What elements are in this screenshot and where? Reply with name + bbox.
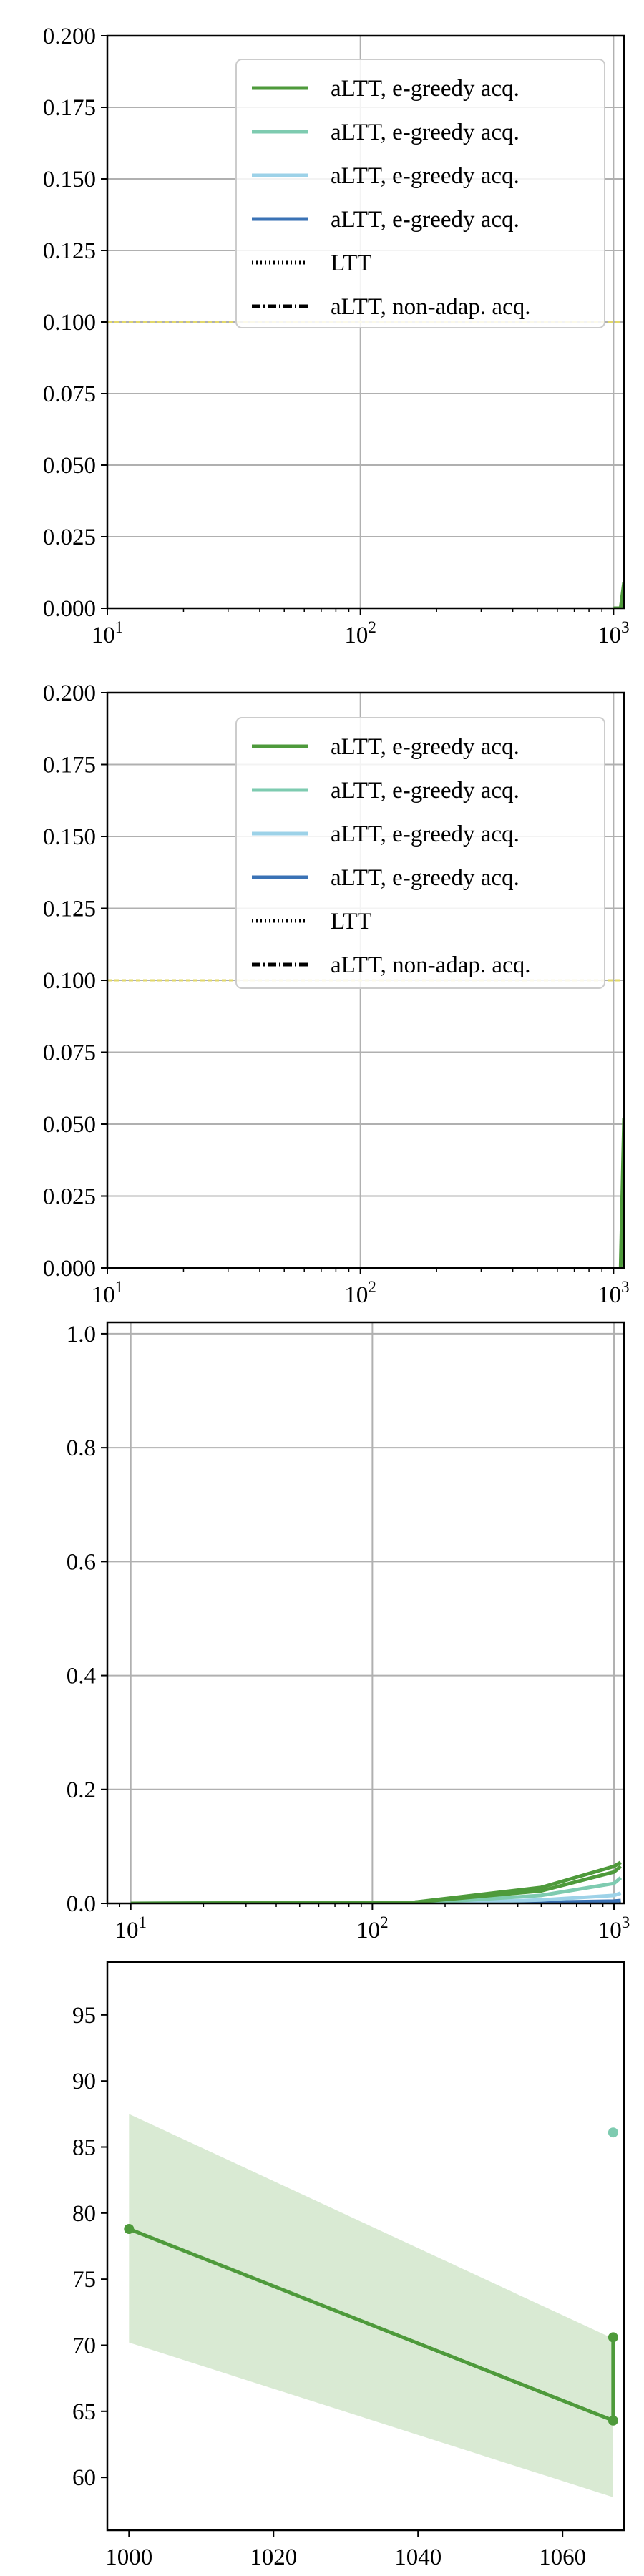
y-tick-label: 0.200 [43, 24, 96, 49]
y-tick-label: 0.4 [67, 1664, 96, 1689]
y-tick-label: 95 [72, 2003, 96, 2029]
data-point [608, 2332, 618, 2343]
y-tick-label: 0.000 [43, 1256, 96, 1282]
legend-label: aLTT, e-greedy acq. [331, 778, 519, 804]
y-tick-label: 0.175 [43, 753, 96, 779]
chart-panel-4: 60 65 70 75 80 85 90 95 1000 1020 1040 1060 [72, 1961, 625, 2570]
y-tick-label: 0.8 [67, 1435, 96, 1461]
x-tick-label: 102 [344, 618, 376, 648]
legend-label: aLTT, non-adap. acq. [331, 294, 530, 320]
data-point [608, 2127, 618, 2138]
axes-frame [106, 1321, 625, 1905]
chart-panel-2: 0.000 0.025 0.050 0.075 0.100 0.125 0.150 0.175… [43, 680, 630, 1308]
y-tick-label: 70 [72, 2333, 96, 2358]
legend-label: aLTT, e-greedy acq. [331, 76, 519, 102]
y-tick-label: 0.175 [43, 95, 96, 121]
legend-label: LTT [331, 250, 371, 276]
y-tick-label: 0.075 [43, 1040, 96, 1066]
series-line-2 [130, 1898, 621, 1903]
y-tick-label: 0.100 [43, 310, 96, 336]
x-tick-label: 1060 [539, 2545, 586, 2570]
plot-area [130, 1860, 623, 1903]
y-tick-label: 0.025 [43, 525, 96, 550]
x-tick-label: 101 [92, 1278, 124, 1308]
y-tick-label: 80 [72, 2201, 96, 2227]
y-tick-label: 0.125 [43, 897, 96, 922]
legend-label: LTT [331, 909, 371, 935]
y-tick-label: 85 [72, 2135, 96, 2161]
x-tick-label: 103 [597, 1278, 630, 1308]
x-tick-label: 101 [92, 618, 124, 648]
x-tick-label: 1000 [105, 2545, 152, 2570]
x-tick-label: 102 [356, 1913, 389, 1943]
legend-label: aLTT, e-greedy acq. [331, 207, 519, 233]
x-tick-label: 103 [598, 1913, 630, 1943]
x-tick-label: 1020 [250, 2545, 297, 2570]
chart-panel-3: 0.0 0.2 0.4 0.6 0.8 1.0 101 102 103 [67, 1321, 630, 1943]
series-line-6 [414, 1860, 622, 1903]
y-tick-label: 0.075 [43, 381, 96, 407]
y-tick-label: 0.150 [43, 167, 96, 192]
legend: aLTT, e-greedy acq. aLTT, e-greedy acq. aL… [235, 717, 605, 989]
chart-panel-1: 0.000 0.025 0.050 0.075 0.100 0.125 0.150 0.175… [43, 24, 630, 648]
data-point [124, 2223, 135, 2234]
y-tick-label: 0.150 [43, 824, 96, 850]
x-tick-label: 101 [114, 1913, 147, 1943]
y-tick-label: 60 [72, 2465, 96, 2491]
y-tick-label: 0.100 [43, 968, 96, 994]
y-tick-label: 0.0 [67, 1891, 96, 1917]
legend-label: aLTT, e-greedy acq. [331, 734, 519, 760]
legend-frame [235, 59, 605, 328]
x-tick-label: 103 [597, 618, 630, 648]
x-tick-label: 1040 [394, 2545, 441, 2570]
y-tick-label: 1.0 [67, 1322, 96, 1347]
legend-label: aLTT, e-greedy acq. [331, 119, 519, 145]
axes-frame [106, 1961, 625, 2532]
legend-label: aLTT, e-greedy acq. [331, 821, 519, 847]
y-tick-label: 0.050 [43, 1112, 96, 1138]
legend-label: aLTT, non-adap. acq. [331, 952, 530, 978]
y-tick-label: 65 [72, 2399, 96, 2425]
y-tick-label: 0.6 [67, 1549, 96, 1575]
y-tick-label: 0.2 [67, 1777, 96, 1803]
legend-label: aLTT, e-greedy acq. [331, 865, 519, 891]
legend-frame [235, 717, 605, 989]
y-tick-label: 0.050 [43, 453, 96, 479]
x-tick-label: 102 [344, 1278, 376, 1308]
legend: aLTT, e-greedy acq. aLTT, e-greedy acq. aL… [235, 59, 605, 328]
y-tick-label: 90 [72, 2069, 96, 2094]
y-tick-label: 0.000 [43, 596, 96, 622]
y-tick-label: 0.025 [43, 1184, 96, 1210]
y-tick-label: 75 [72, 2267, 96, 2293]
confidence-band [129, 2114, 613, 2497]
y-tick-label: 0.125 [43, 238, 96, 264]
y-tick-label: 0.200 [43, 680, 96, 706]
data-point [608, 2415, 618, 2426]
legend-label: aLTT, e-greedy acq. [331, 163, 519, 189]
plot-area [124, 2114, 618, 2497]
